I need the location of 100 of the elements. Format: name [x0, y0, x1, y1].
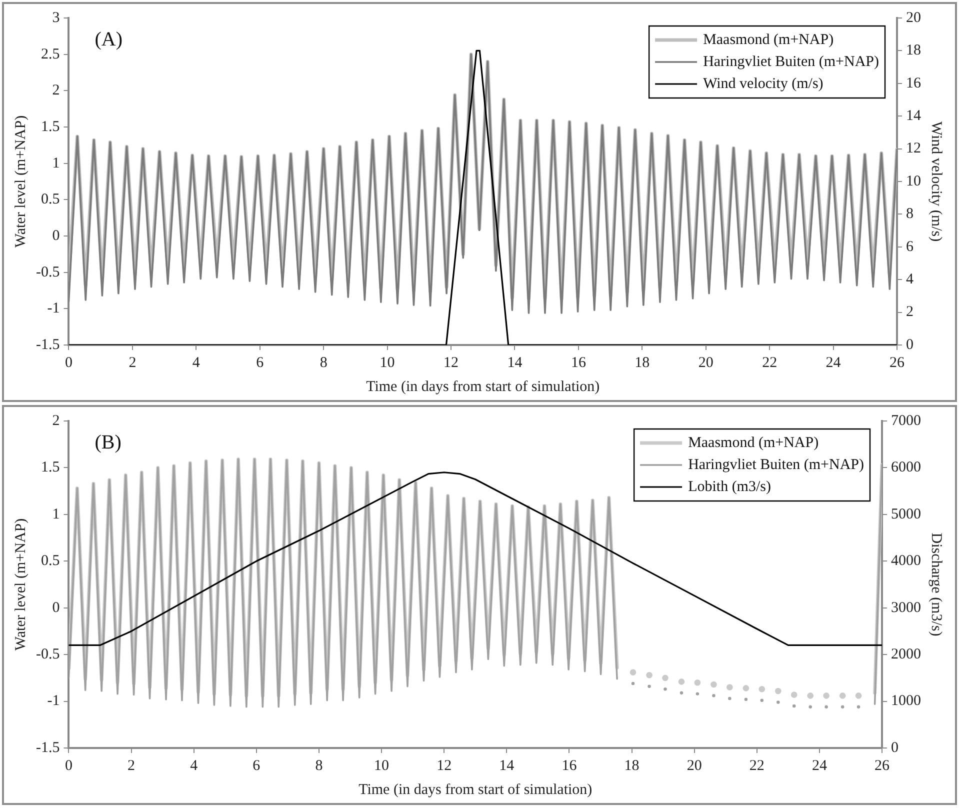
- point: [712, 694, 716, 698]
- x-tick-label: 10: [380, 354, 395, 371]
- y2-tick-label: 20: [906, 10, 921, 26]
- point: [775, 688, 782, 694]
- point: [776, 700, 780, 704]
- legend-label: Haringvliet Buiten (m+NAP): [703, 54, 880, 70]
- x-tick-label: 0: [64, 354, 72, 371]
- y2-tick-label: 10: [906, 173, 921, 190]
- y-tick-label: -1: [47, 300, 60, 317]
- point: [662, 674, 668, 682]
- point: [648, 684, 651, 688]
- point: [696, 692, 700, 696]
- x-tick-label: 14: [499, 758, 515, 774]
- y2-tick-label: 0: [906, 336, 914, 353]
- point: [855, 692, 862, 699]
- y-tick-label: 3: [52, 10, 60, 26]
- point: [839, 692, 846, 699]
- legend-label: Haringvliet Buiten (m+NAP): [688, 456, 864, 473]
- x-tick-label: 16: [562, 758, 578, 774]
- y-tick-label: -0.5: [36, 264, 60, 280]
- y-tick-label: 0: [52, 600, 60, 616]
- x-tick-label: 14: [507, 354, 523, 371]
- x-tick-label: 20: [698, 354, 714, 371]
- y2-tick-label: 5000: [891, 506, 921, 522]
- point: [646, 672, 652, 678]
- x-tick-label: 26: [874, 758, 890, 774]
- y2-tick-label: 6: [906, 238, 914, 255]
- point: [760, 698, 764, 702]
- point: [744, 698, 748, 702]
- y2-tick-label: 7000: [891, 412, 921, 429]
- point: [790, 692, 798, 698]
- y-tick-label: 1: [52, 506, 60, 522]
- point: [694, 679, 701, 686]
- x-axis-title: Time (in days from start of simulation): [358, 782, 592, 798]
- x-tick-label: 8: [320, 354, 328, 371]
- x-tick-label: 4: [192, 354, 200, 371]
- y2-tick-label: 4000: [891, 553, 921, 570]
- y2-tick-label: 3000: [891, 600, 921, 616]
- y-tick-label: -0.5: [36, 646, 60, 663]
- x-tick-label: 4: [190, 758, 198, 774]
- y-tick-label: 0.5: [40, 192, 60, 208]
- x-tick-label: 18: [624, 758, 640, 774]
- y2-tick-label: 6000: [891, 460, 921, 476]
- legend-label: Maasmond (m+NAP): [703, 32, 834, 48]
- x-tick-label: 18: [634, 354, 650, 371]
- y-tick-label: -1.5: [36, 740, 60, 756]
- y-tick-label: 0.5: [40, 553, 60, 570]
- x-tick-label: 20: [686, 758, 702, 774]
- x-tick-label: 8: [315, 758, 323, 774]
- point: [631, 682, 635, 686]
- x-tick-label: 2: [128, 354, 136, 371]
- annotation: (A): [94, 28, 123, 50]
- y2-tick-label: 18: [906, 42, 921, 59]
- point: [824, 705, 828, 709]
- point: [728, 696, 732, 700]
- y2-tick-label: 8: [906, 206, 914, 222]
- point: [678, 678, 685, 685]
- legend-label: Maasmond (m+NAP): [688, 434, 819, 451]
- y2-axis-title: Discharge (m3/s): [928, 532, 944, 636]
- legend-label: Lobith (m3/s): [688, 478, 771, 495]
- y-tick-label: 1.5: [40, 460, 60, 476]
- x-tick-label: 22: [749, 758, 764, 774]
- legend-label: Wind velocity (m/s): [703, 76, 824, 92]
- x-tick-label: 6: [252, 758, 261, 774]
- point: [840, 705, 844, 709]
- x-tick-label: 24: [826, 354, 842, 371]
- point: [710, 681, 717, 688]
- x-tick-label: 26: [890, 354, 905, 371]
- point: [792, 704, 796, 708]
- x-tick-label: 24: [812, 758, 828, 774]
- y2-tick-label: 12: [906, 140, 921, 157]
- y2-tick-label: 2000: [891, 646, 921, 663]
- point: [630, 669, 636, 676]
- y-tick-label: 1.5: [40, 118, 60, 135]
- y2-tick-label: 14: [906, 108, 922, 124]
- x-tick-label: 22: [762, 354, 778, 371]
- x-tick-label: 2: [128, 758, 136, 774]
- point: [808, 705, 812, 709]
- point: [856, 705, 860, 709]
- y-tick-label: 2: [52, 412, 60, 429]
- x-tick-label: 10: [374, 758, 390, 774]
- y-tick-label: -1.5: [36, 336, 60, 353]
- y-tick-label: 2: [52, 82, 60, 99]
- y2-tick-label: 16: [906, 75, 922, 92]
- y2-axis-title: Wind velocity (m/s): [928, 121, 944, 242]
- x-tick-label: 6: [256, 354, 264, 371]
- y-tick-label: 2.5: [40, 46, 60, 62]
- y-tick-label: 1: [52, 155, 60, 172]
- x-tick-label: 12: [444, 354, 459, 371]
- y-tick-label: -1: [47, 693, 60, 710]
- x-tick-label: 0: [64, 758, 72, 774]
- point: [680, 691, 684, 694]
- point: [807, 692, 814, 699]
- y2-tick-label: 2: [906, 304, 914, 320]
- y-axis-title: Water level (m+NAP): [12, 115, 29, 248]
- point: [823, 692, 830, 699]
- point: [726, 684, 733, 690]
- annotation: (B): [94, 431, 122, 454]
- x-axis-title: Time (in days from start of simulation): [366, 378, 600, 395]
- y2-tick-label: 4: [906, 272, 914, 288]
